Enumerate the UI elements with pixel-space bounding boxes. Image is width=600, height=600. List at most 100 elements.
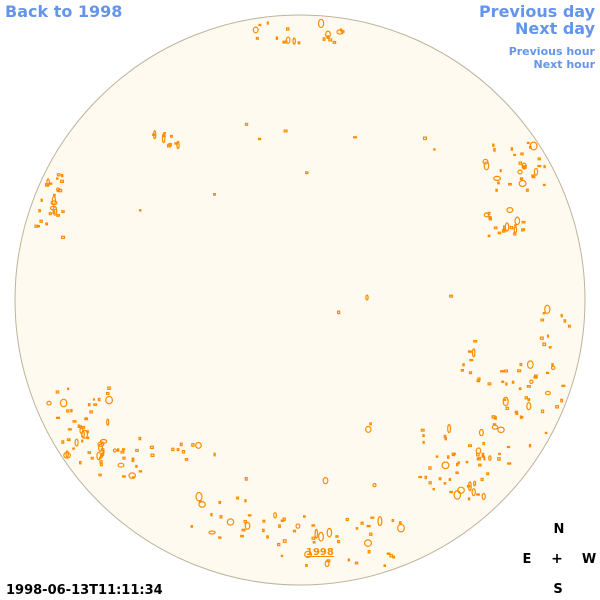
contour-mark [526,141,530,144]
contour-mark [318,531,325,542]
contour-mark [244,477,248,481]
contour-mark [505,382,508,386]
previous-hour-link[interactable]: Previous hour [508,45,595,58]
contour-mark [563,319,567,323]
contour-mark [273,512,278,519]
contour-mark [105,391,110,395]
contour-mark [492,143,495,147]
contour-mark [468,371,473,375]
contour-mark [433,148,436,151]
contour-mark [337,539,341,544]
contour-mark [312,540,316,544]
contour-mark [86,430,89,434]
contour-mark [468,444,473,448]
contour-mark [311,524,316,527]
contour-mark [505,406,510,410]
contour-mark [262,519,266,523]
contour-mark [92,398,96,401]
contour-mark [59,179,64,184]
contour-mark [481,452,485,456]
contour-mark [61,440,65,444]
year-link[interactable]: 1998 [306,547,334,558]
contour-mark [483,161,490,171]
contour-mark [492,423,497,426]
back-to-year-link[interactable]: Back to 1998 [5,2,123,21]
contour-mark [179,442,183,447]
contour-mark [38,209,41,213]
contour-mark [240,534,244,538]
contour-mark [542,183,546,187]
contour-mark [497,426,505,434]
contour-mark [87,451,92,454]
contour-mark [170,134,173,138]
contour-mark [372,483,377,488]
next-day-link[interactable]: Next day [515,19,595,38]
contour-mark [117,462,125,468]
contour-mark [78,461,82,465]
contour-mark [497,181,500,185]
contour-mark [478,428,484,437]
contour-mark [61,210,65,213]
contour-mark [447,455,450,459]
contour-mark [210,512,213,517]
solar-disk [14,14,586,586]
contour-mark [493,226,498,230]
contour-mark [441,461,450,470]
contour-mark [518,387,522,391]
contour-mark [561,384,566,387]
contour-mark [77,424,81,428]
contour-mark [514,216,521,226]
contour-mark [100,441,104,445]
magnetic-contours [34,18,571,568]
contour-mark [61,174,64,178]
contour-mark [526,402,532,411]
contour-mark [45,222,49,226]
contour-mark [190,524,193,528]
contour-mark [149,445,154,449]
contour-mark [462,363,465,367]
contour-mark [482,441,485,446]
contour-mark [322,37,326,41]
next-hour-link[interactable]: Next hour [533,58,596,71]
contour-mark [355,527,359,530]
contour-mark [457,461,460,465]
contour-mark [116,448,120,452]
contour-mark [506,207,514,214]
contour-mark [280,554,284,558]
contour-mark [244,122,249,126]
contour-mark [483,212,490,218]
contour-mark [509,226,514,230]
contour-mark [542,342,547,347]
contour-mark [497,457,501,461]
contour-mark [471,488,476,497]
contour-mark [483,457,486,461]
contour-mark [525,188,529,192]
contour-mark [105,395,113,405]
contour-mark [46,400,52,406]
contour-mark [282,40,286,44]
contour-mark [524,396,529,400]
contour-mark [391,518,395,522]
compass-center: + [551,551,563,567]
contour-mark [168,142,172,147]
contour-mark [364,539,373,547]
contour-mark [283,129,288,133]
contour-mark [539,336,544,340]
contour-mark [476,493,480,496]
previous-day-link[interactable]: Previous day [478,2,595,21]
contour-mark [438,477,442,481]
contour-mark [517,369,522,373]
contour-mark [526,360,534,369]
contour-mark [467,350,472,353]
contour-mark [511,380,515,384]
contour-mark [537,157,541,161]
contour-mark [495,188,498,192]
contour-mark [219,515,223,519]
contour-mark [522,165,526,169]
contour-mark [560,398,564,403]
contour-mark [326,527,333,538]
contour-mark [546,334,550,338]
contour-mark [502,396,509,407]
contour-mark [55,177,59,180]
contour-mark [567,324,571,328]
